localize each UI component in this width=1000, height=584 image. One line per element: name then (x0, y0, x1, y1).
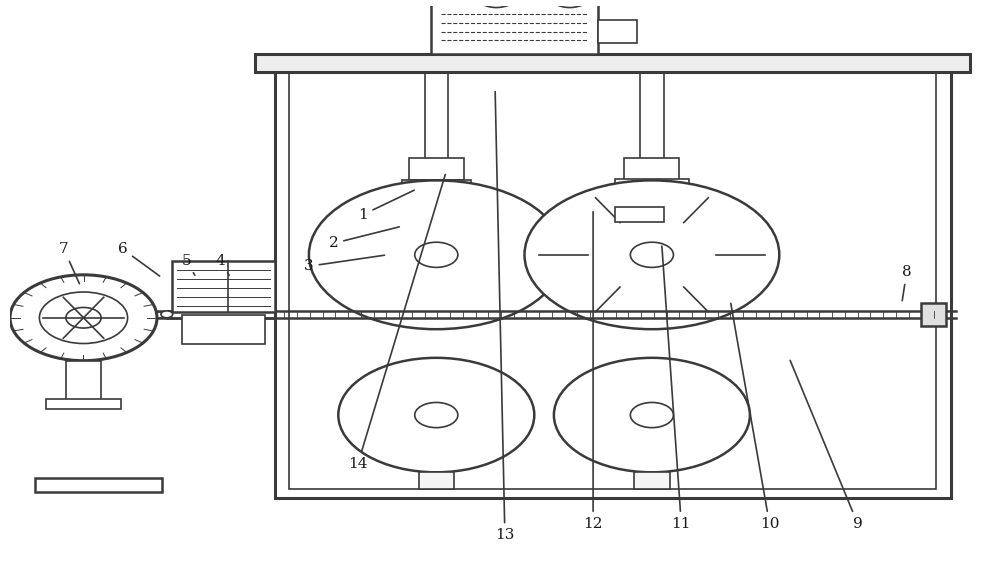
Bar (402, 180, 471, 206)
Circle shape (10, 275, 157, 361)
Circle shape (524, 180, 779, 329)
Text: 2: 2 (329, 227, 399, 251)
Text: 13: 13 (495, 92, 515, 542)
Text: 7: 7 (59, 242, 79, 284)
Text: 6: 6 (118, 242, 160, 276)
Bar (598, 20, 637, 43)
Bar (409, 158, 464, 180)
Text: 11: 11 (662, 246, 691, 531)
Circle shape (161, 311, 173, 318)
Circle shape (415, 242, 458, 267)
Text: 8: 8 (902, 265, 912, 301)
Circle shape (630, 242, 673, 267)
Bar (615, 207, 664, 221)
Text: 10: 10 (731, 303, 779, 531)
Circle shape (554, 358, 750, 472)
Bar (46, 399, 121, 409)
Bar (615, 179, 689, 208)
Bar (289, 72, 936, 489)
Text: 9: 9 (790, 360, 863, 531)
Text: 4: 4 (216, 253, 229, 275)
Text: 5: 5 (182, 253, 195, 275)
Circle shape (309, 180, 564, 329)
Bar (255, 54, 970, 72)
Bar (921, 304, 946, 326)
Bar (419, 472, 454, 489)
Text: 3: 3 (304, 255, 385, 273)
Bar (634, 472, 670, 489)
Text: 14: 14 (348, 175, 445, 471)
Bar (624, 158, 679, 180)
Text: 12: 12 (583, 212, 603, 531)
Bar (34, 478, 162, 492)
Bar (66, 361, 101, 401)
Text: 1: 1 (358, 190, 414, 222)
Bar (275, 63, 951, 498)
Circle shape (338, 358, 534, 472)
Circle shape (630, 402, 673, 427)
Circle shape (39, 292, 128, 343)
Circle shape (66, 307, 101, 328)
Bar (172, 260, 275, 312)
Bar (182, 315, 265, 343)
Bar (431, 0, 598, 54)
Circle shape (415, 402, 458, 427)
